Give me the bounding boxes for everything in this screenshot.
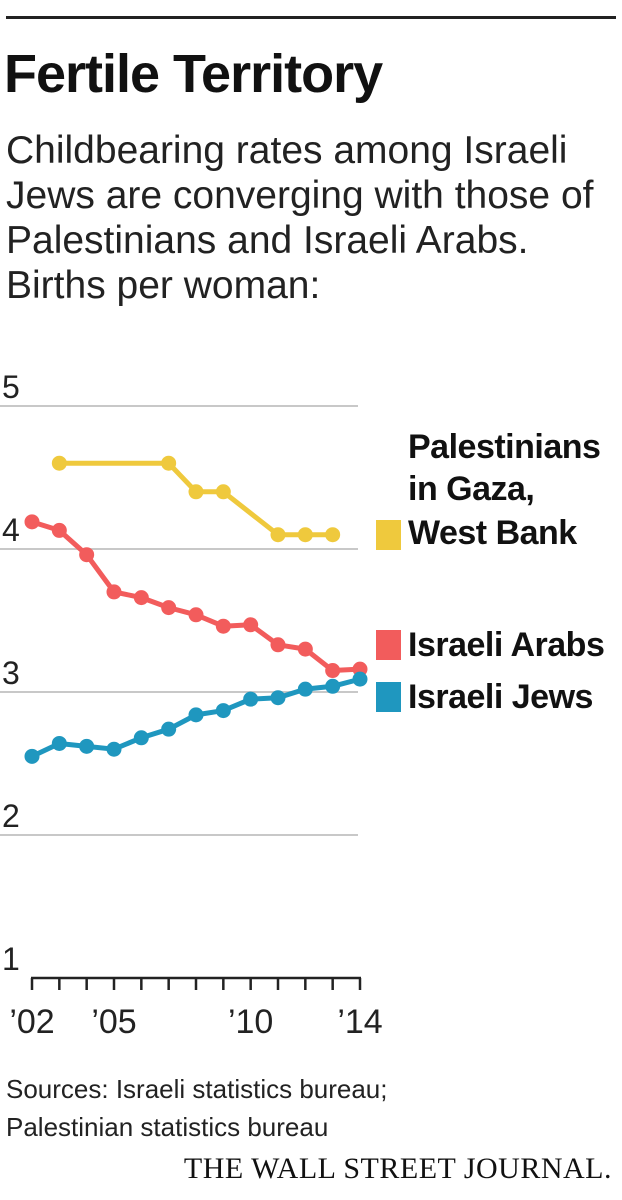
data-point — [188, 707, 204, 723]
data-point — [243, 691, 259, 707]
y-tick-label: 2 — [2, 798, 20, 834]
data-point — [161, 721, 177, 737]
legend-swatch — [376, 630, 401, 660]
y-tick-label: 1 — [2, 941, 20, 977]
chart-subtitle: Childbearing rates among Israeli Jews ar… — [6, 129, 594, 307]
data-point — [106, 741, 122, 757]
y-tick-label: 4 — [2, 512, 20, 548]
data-point — [215, 484, 231, 500]
line-chart: 1 2 3 4 5 ’02 ’05 ’10 ’14 Palestinians in Gaza, Wes… — [0, 369, 605, 1041]
legend-swatch — [376, 682, 401, 712]
data-point — [79, 738, 95, 754]
data-point — [352, 671, 368, 687]
data-point — [188, 484, 204, 500]
legend-label: in Gaza, — [408, 470, 534, 508]
source-line: Sources: Israeli statistics bureau; — [6, 1074, 388, 1104]
publisher-logo: THE WALL STREET JOURNAL. — [183, 1152, 612, 1185]
data-point — [106, 584, 122, 600]
y-tick-label: 5 — [2, 369, 20, 405]
legend-swatch — [376, 520, 401, 550]
data-point — [133, 730, 149, 746]
source-note: Sources: Israeli statistics bureau; Pale… — [6, 1070, 606, 1146]
source-line: Palestinian statistics bureau — [6, 1112, 329, 1142]
chart-title: Fertile Territory — [4, 44, 383, 104]
data-point — [270, 690, 286, 706]
data-point — [325, 527, 341, 543]
legend-label: West Bank — [408, 514, 577, 552]
top-rule — [6, 16, 616, 19]
data-point — [161, 455, 177, 471]
data-point — [51, 455, 67, 471]
x-tick-label: ’05 — [91, 1003, 136, 1041]
data-point — [270, 637, 286, 653]
data-point — [297, 641, 313, 657]
data-point — [297, 681, 313, 697]
x-tick-label: ’10 — [228, 1003, 273, 1041]
data-point — [243, 617, 259, 633]
data-point — [215, 703, 231, 719]
legend-label: Israeli Jews — [408, 678, 593, 716]
data-point — [325, 678, 341, 694]
data-point — [215, 618, 231, 634]
legend-label: Israeli Arabs — [408, 626, 604, 664]
data-point — [161, 600, 177, 616]
legend-label: Palestinians — [408, 428, 600, 466]
data-point — [51, 522, 67, 538]
data-point — [24, 748, 40, 764]
data-point — [297, 527, 313, 543]
x-tick-label: ’02 — [9, 1003, 54, 1041]
data-point — [51, 735, 67, 751]
x-tick-label: ’14 — [337, 1003, 382, 1041]
y-tick-label: 3 — [2, 655, 20, 691]
data-point — [133, 590, 149, 606]
data-point — [270, 527, 286, 543]
data-point — [79, 547, 95, 563]
data-point — [325, 663, 341, 679]
data-point — [188, 607, 204, 623]
data-point — [24, 514, 40, 530]
